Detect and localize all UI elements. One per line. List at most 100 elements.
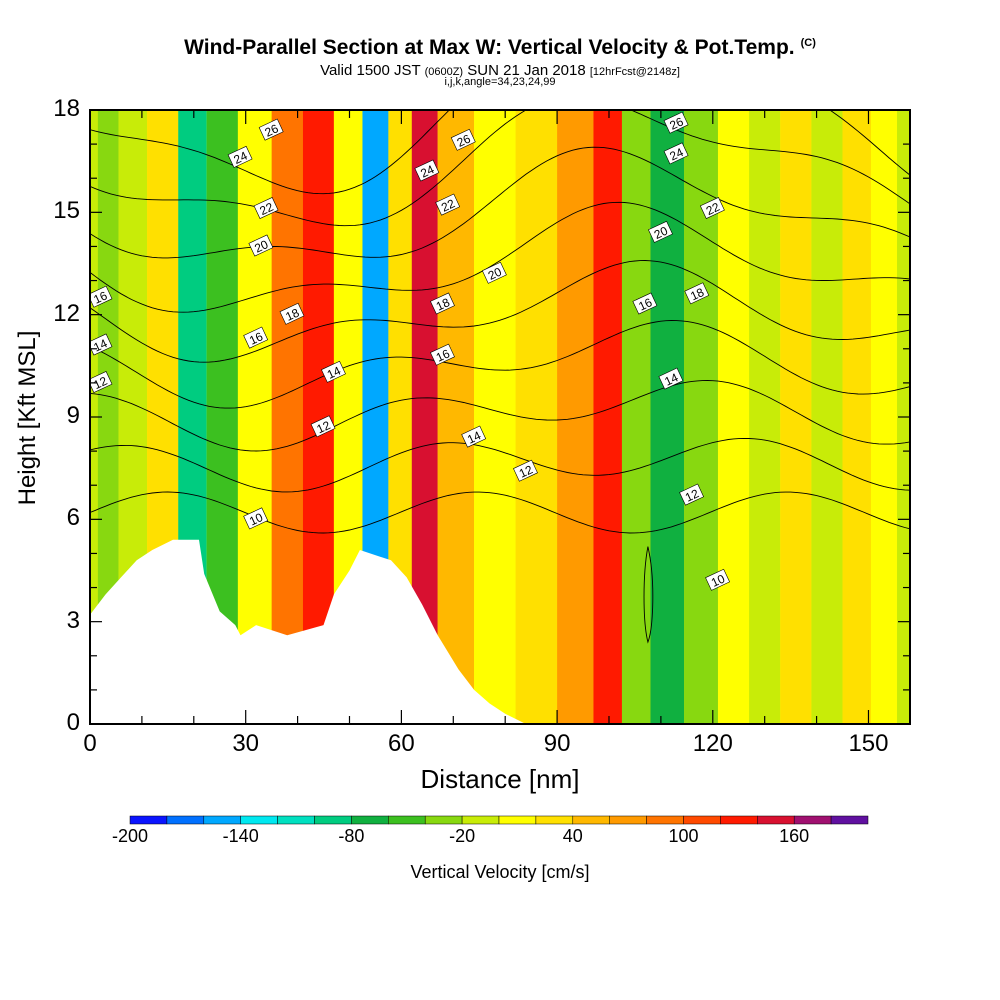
- colorbar-swatch: [351, 815, 389, 825]
- svg-text:22: 22: [257, 200, 275, 218]
- contour-label: 20: [648, 220, 673, 243]
- svg-text:26: 26: [455, 131, 473, 149]
- colorbar-tick-label: 160: [779, 826, 810, 846]
- axis-ticks: [89, 109, 910, 725]
- colorbar-swatch: [572, 815, 610, 825]
- contour-label: 12: [310, 415, 336, 438]
- svg-text:18: 18: [434, 295, 452, 313]
- svg-text:12: 12: [314, 418, 332, 436]
- svg-text:12: 12: [517, 462, 535, 480]
- velocity-band: [474, 110, 516, 724]
- colorbar-swatch: [609, 815, 647, 825]
- contour-label: 22: [699, 197, 725, 219]
- y-axis-label: Height [Kft MSL]: [14, 330, 41, 506]
- contour-label: 16: [243, 326, 269, 349]
- colorbar-swatch: [646, 815, 684, 825]
- colorbar: [129, 815, 869, 825]
- svg-text:14: 14: [662, 370, 680, 388]
- svg-text:24: 24: [231, 149, 249, 167]
- theta-contour-line: [90, 380, 910, 452]
- velocity-band: [97, 110, 119, 724]
- colorbar-swatch: [720, 815, 758, 825]
- svg-text:20: 20: [652, 224, 670, 242]
- svg-text:14: 14: [325, 363, 343, 381]
- colorbar-swatch: [424, 815, 463, 825]
- colorbar-swatch: [683, 815, 721, 825]
- svg-text:16: 16: [636, 295, 654, 313]
- chart-title: Wind-Parallel Section at Max W: Vertical…: [184, 36, 816, 59]
- contour-label: 10: [705, 568, 730, 591]
- velocity-band: [557, 110, 594, 724]
- velocity-band: [749, 110, 781, 724]
- contour-label: 14: [658, 367, 684, 390]
- y-tick-label: 9: [66, 402, 80, 429]
- velocity-band: [780, 110, 812, 724]
- svg-text:16: 16: [91, 288, 109, 306]
- contour-label: 22: [435, 193, 461, 216]
- y-tick-label: 12: [53, 299, 80, 327]
- contour-label: 14: [321, 360, 346, 383]
- contour-label: 12: [513, 459, 538, 482]
- colorbar-title: Vertical Velocity [cm/s]: [410, 862, 590, 882]
- velocity-band: [871, 110, 898, 724]
- theta-contour-line: [90, 437, 910, 493]
- contour-label: 16: [632, 292, 658, 315]
- contour-label: 24: [663, 142, 689, 165]
- y-tick-label: 0: [66, 709, 80, 736]
- svg-text:22: 22: [439, 196, 457, 214]
- colorbar-swatch: [203, 815, 241, 825]
- colorbar-swatch: [166, 815, 205, 825]
- svg-text:24: 24: [418, 162, 436, 180]
- contour-label: 26: [663, 111, 689, 134]
- velocity-band: [717, 110, 750, 724]
- colorbar-swatch: [830, 815, 869, 825]
- colorbar-tick-label: -200: [111, 826, 149, 846]
- x-tick-label: 0: [83, 730, 97, 757]
- theta-contour-line: [90, 146, 910, 259]
- colorbar-tick-label: -140: [222, 826, 259, 846]
- y-tick-label: 3: [66, 606, 80, 634]
- colorbar-swatch: [461, 815, 500, 825]
- colorbar-swatch: [129, 815, 168, 825]
- contour-label: 18: [684, 282, 710, 305]
- svg-text:18: 18: [688, 285, 706, 303]
- colorbar-swatch: [240, 815, 278, 825]
- colorbar-tick-label: 100: [668, 826, 699, 846]
- contour-label: 26: [450, 128, 476, 151]
- terrain: [90, 539, 526, 724]
- colorbar-swatch: [535, 815, 574, 825]
- colorbar-swatch: [388, 815, 426, 825]
- theta-contour-line: [90, 320, 910, 409]
- velocity-band: [811, 110, 843, 724]
- colorbar-swatch: [314, 815, 352, 825]
- theta-contour-line: [643, 546, 654, 644]
- svg-text:18: 18: [283, 305, 301, 323]
- y-tick-label: 15: [53, 197, 80, 225]
- contour-label: 24: [227, 145, 253, 168]
- chart-subtitle: Valid 1500 JST (0600Z) SUN 21 Jan 2018 […: [320, 62, 680, 79]
- contour-label: 18: [279, 302, 305, 325]
- contour-label: 12: [90, 371, 113, 393]
- colorbar-swatch: [277, 815, 315, 825]
- svg-text:10: 10: [709, 571, 727, 589]
- contour-label: 14: [461, 425, 487, 448]
- svg-text:20: 20: [486, 264, 504, 282]
- svg-text:12: 12: [683, 486, 701, 504]
- contour-label: 22: [253, 197, 279, 219]
- svg-text:16: 16: [247, 329, 265, 347]
- theta-contours: [90, 110, 910, 644]
- contour-label: 18: [430, 292, 455, 315]
- contour-label: 20: [248, 234, 274, 257]
- colorbar-swatch: [498, 815, 537, 825]
- x-tick-label: 90: [543, 730, 571, 757]
- svg-text:12: 12: [91, 374, 109, 392]
- velocity-band: [842, 110, 872, 724]
- section-info: i,j,k,angle=34,23,24,99: [444, 76, 556, 88]
- velocity-band: [650, 110, 685, 724]
- svg-text:14: 14: [465, 428, 483, 446]
- colorbar-tick-label: -80: [338, 826, 365, 846]
- contour-label: 10: [243, 507, 269, 530]
- velocity-band: [593, 110, 622, 724]
- colorbar-tick-label: -20: [449, 826, 476, 846]
